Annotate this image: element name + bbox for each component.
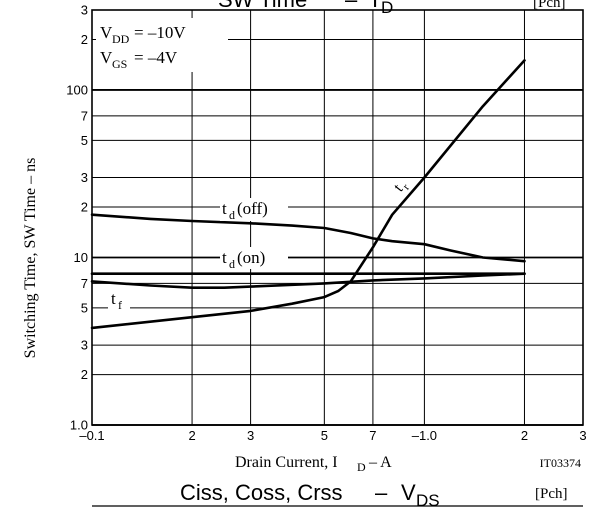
label-td-on-suffix: (on) xyxy=(237,248,265,267)
label-tf-symbol: t xyxy=(111,289,116,308)
x-axis-label: Drain Current, I D – A xyxy=(235,454,392,474)
label-bg-td-off xyxy=(220,198,288,221)
series-tr xyxy=(90,59,526,330)
condition-vdd-value: = –10V xyxy=(134,23,186,42)
label-td-on-subscript: d xyxy=(229,257,235,271)
next-title-symbol: V xyxy=(401,480,416,505)
y-tick-label-2: 2 xyxy=(81,367,88,382)
next-chart-title: Ciss, Coss, Crss – V DS [Pch] xyxy=(180,480,568,508)
x-tick-label-2: 2 xyxy=(521,428,528,443)
y-tick-label-100: 100 xyxy=(66,82,88,97)
label-tf: t f xyxy=(111,289,122,312)
y-tick-label-200: 2 xyxy=(81,32,88,47)
condition-vgs-symbol: V xyxy=(100,48,113,67)
y-tick-label-50: 5 xyxy=(81,133,88,148)
figure-id: IT03374 xyxy=(540,456,581,470)
x-tick-label-0-7: 7 xyxy=(369,428,376,443)
chart-title-dash: – xyxy=(345,0,358,12)
next-title-text: Ciss, Coss, Crss xyxy=(180,480,343,505)
series-group xyxy=(90,59,526,330)
y-tick-label-3: 3 xyxy=(81,338,88,353)
condition-vgs-subscript: GS xyxy=(112,57,127,71)
x-axis-label-subscript: D xyxy=(357,460,366,474)
chart-title-tag: [Pch] xyxy=(533,0,566,11)
condition-vdd-symbol: V xyxy=(100,23,113,42)
y-tick-label-10: 10 xyxy=(74,250,88,265)
x-tick-label-0-3: 3 xyxy=(247,428,254,443)
x-tick-label-3: 3 xyxy=(579,428,586,443)
x-axis-label-suffix: – A xyxy=(368,454,392,471)
label-td-on-symbol: t xyxy=(222,248,227,267)
x-tick-label-0-5: 5 xyxy=(321,428,328,443)
y-tick-label-5: 5 xyxy=(81,300,88,315)
series-td-off xyxy=(90,213,526,263)
label-td-on: t d (on) xyxy=(222,248,265,271)
condition-vdd-subscript: DD xyxy=(112,32,130,46)
x-tick-label-0-1: –0.1 xyxy=(79,428,104,443)
x-tick-labels: –0.1 2 3 5 7 –1.0 2 3 xyxy=(79,428,586,443)
y-axis-label: Switching Time, SW Time – ns xyxy=(22,158,39,359)
label-bg-tf xyxy=(108,289,130,313)
chart-title-symbol: I xyxy=(372,0,378,12)
y-tick-labels: 1.0 2 3 5 7 10 2 3 5 7 100 2 3 xyxy=(66,3,88,433)
plot-frame xyxy=(91,9,584,426)
x-axis-label-text: Drain Current, I xyxy=(235,454,338,471)
x-tick-label-1: –1.0 xyxy=(412,428,437,443)
label-bg-td-on xyxy=(220,247,288,269)
x-tick-label-0-2: 2 xyxy=(188,428,195,443)
y-tick-label-300: 3 xyxy=(81,3,88,18)
label-tr-subscript: r xyxy=(400,182,412,193)
y-tick-label-1: 1.0 xyxy=(70,418,88,433)
label-td-off: t d (off) xyxy=(222,199,268,222)
y-tick-label-20: 2 xyxy=(81,200,88,215)
next-title-subscript: DS xyxy=(416,491,440,508)
next-title-dash: – xyxy=(375,480,388,505)
label-tf-subscript: f xyxy=(118,298,122,312)
series-tf xyxy=(90,272,526,290)
label-td-off-subscript: d xyxy=(229,208,235,222)
chart-title: SW Time – I D [Pch] xyxy=(218,0,566,17)
conditions-box xyxy=(96,18,228,72)
label-td-off-symbol: t xyxy=(222,199,227,218)
y-tick-label-70: 7 xyxy=(81,108,88,123)
chart-title-subscript: D xyxy=(381,0,393,17)
plot-border xyxy=(91,9,584,426)
condition-vgs-value: = –4V xyxy=(134,48,178,67)
y-tick-label-30: 3 xyxy=(81,170,88,185)
grid xyxy=(92,10,583,426)
label-td-off-suffix: (off) xyxy=(237,199,268,218)
next-title-tag: [Pch] xyxy=(535,486,568,502)
y-tick-label-7: 7 xyxy=(81,276,88,291)
conditions: V DD = –10V V GS = –4V xyxy=(100,23,186,71)
chart-title-text: SW Time xyxy=(218,0,307,12)
